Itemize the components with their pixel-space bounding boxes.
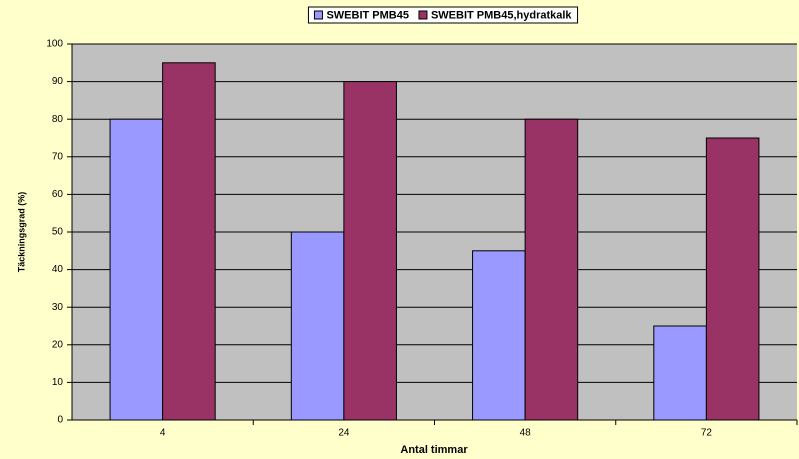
y-axis-title: Täckningsgrad (%) xyxy=(16,192,26,273)
x-tick-label: 24 xyxy=(338,428,350,439)
legend-label: SWEBIT PMB45,hydratkalk xyxy=(431,9,572,21)
y-tick-label: 20 xyxy=(52,339,64,350)
bar xyxy=(290,231,345,421)
bar xyxy=(705,137,760,421)
bar xyxy=(472,250,526,421)
y-tick-label: 100 xyxy=(46,39,63,50)
y-tick-label: 80 xyxy=(52,114,64,125)
legend-label: SWEBIT PMB45 xyxy=(326,9,409,21)
x-axis-title: Antal timmar xyxy=(400,444,468,456)
y-tick-label: 50 xyxy=(52,227,64,238)
bar xyxy=(524,118,579,421)
legend-box xyxy=(307,6,579,24)
y-tick-label: 30 xyxy=(52,302,64,313)
bar xyxy=(653,325,707,421)
x-tick-label: 48 xyxy=(520,428,532,439)
y-tick-label: 40 xyxy=(52,264,64,275)
x-tick-label: 4 xyxy=(160,428,166,439)
legend-swatch xyxy=(418,10,428,20)
y-tick-label: 70 xyxy=(52,151,64,162)
bar xyxy=(109,118,164,421)
legend: SWEBIT PMB45 SWEBIT PMB45,hydratkalk xyxy=(307,6,579,24)
y-tick-label: 10 xyxy=(52,377,64,388)
y-tick-label: 90 xyxy=(52,76,64,87)
x-tick-label: 72 xyxy=(701,428,713,439)
bar xyxy=(162,62,216,421)
legend-swatch xyxy=(313,10,323,20)
y-tick-label: 60 xyxy=(52,189,64,200)
y-tick-label: 0 xyxy=(57,415,63,426)
bar xyxy=(343,81,397,421)
